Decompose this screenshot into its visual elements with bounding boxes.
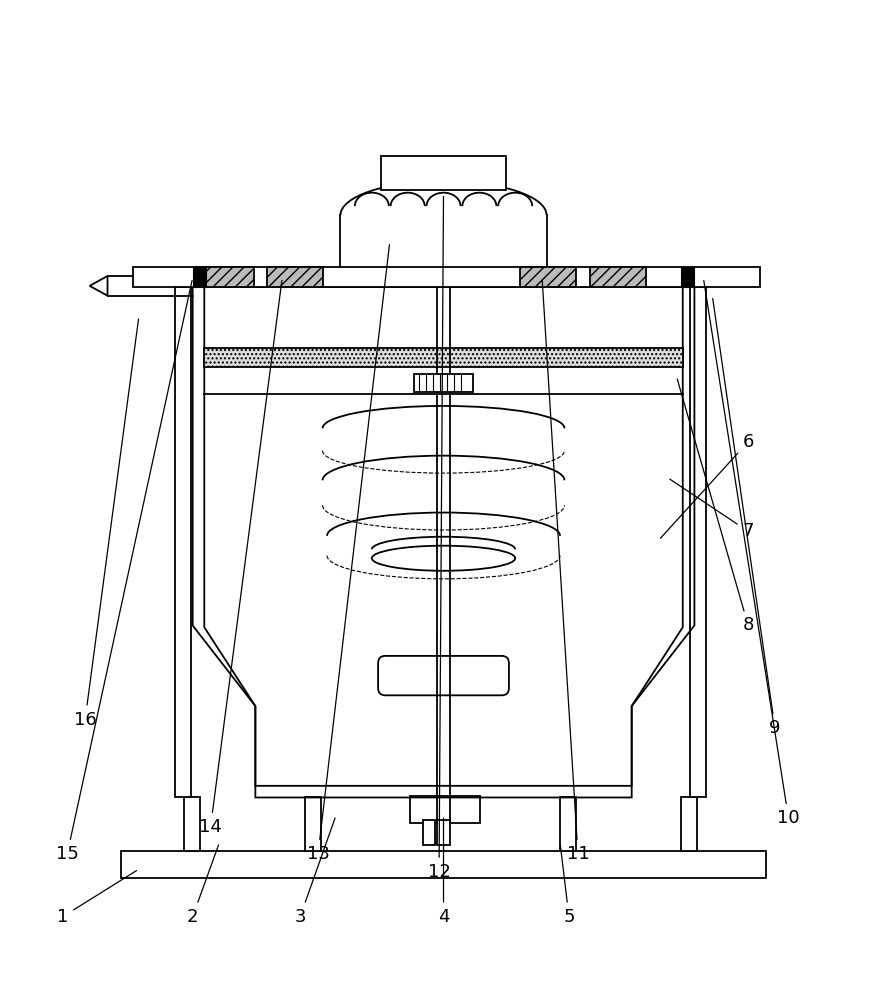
Bar: [305, 797, 321, 851]
Bar: [560, 797, 576, 851]
Bar: [410, 796, 480, 823]
Bar: [197, 267, 254, 287]
Bar: [437, 820, 450, 845]
Text: 4: 4: [438, 818, 449, 926]
Text: 16: 16: [73, 319, 139, 729]
Polygon shape: [90, 276, 108, 296]
Text: 7: 7: [670, 479, 754, 540]
Text: 15: 15: [56, 281, 192, 863]
Bar: [381, 156, 506, 190]
Text: 6: 6: [660, 433, 754, 538]
Bar: [590, 267, 646, 287]
Text: 1: 1: [57, 871, 136, 926]
Text: 13: 13: [306, 245, 390, 863]
Text: 3: 3: [295, 818, 335, 926]
Text: 11: 11: [542, 281, 590, 863]
Text: 14: 14: [199, 281, 282, 836]
Bar: [193, 267, 206, 287]
Text: 9: 9: [712, 298, 780, 737]
Text: 10: 10: [703, 281, 800, 827]
Bar: [415, 374, 473, 392]
Bar: [133, 267, 760, 287]
Bar: [681, 267, 694, 287]
Text: 5: 5: [560, 845, 574, 926]
Bar: [423, 820, 435, 845]
Text: 8: 8: [677, 379, 754, 634]
Bar: [520, 267, 576, 287]
Bar: [681, 797, 697, 851]
Bar: [690, 287, 706, 797]
Bar: [175, 287, 191, 797]
Bar: [267, 267, 323, 287]
Text: 2: 2: [187, 845, 219, 926]
Bar: [184, 797, 200, 851]
Bar: [121, 851, 766, 878]
Text: 12: 12: [427, 196, 451, 881]
Bar: [204, 348, 683, 367]
